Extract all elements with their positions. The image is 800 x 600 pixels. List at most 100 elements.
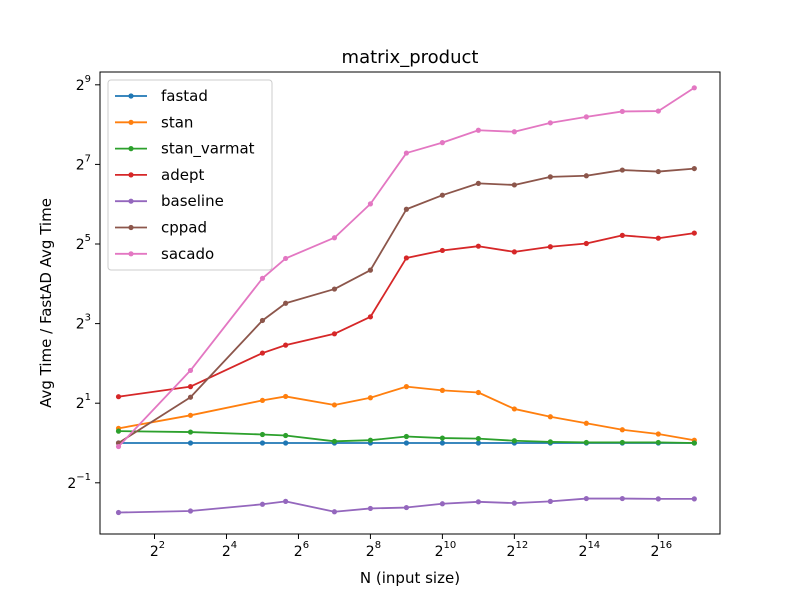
y-tick-label-base: 2: [76, 157, 85, 173]
legend-swatch-marker: [128, 146, 134, 152]
series-baseline: [115, 495, 697, 516]
data-point: [655, 431, 661, 437]
data-point: [439, 387, 445, 393]
data-point: [115, 509, 122, 516]
data-point: [331, 438, 338, 444]
data-point: [331, 509, 338, 515]
chart-title: matrix_product: [342, 47, 479, 68]
data-point: [475, 180, 481, 186]
data-point: [187, 440, 194, 446]
x-tick-label: 24: [222, 540, 237, 560]
data-point: [283, 342, 289, 348]
data-point: [511, 129, 517, 135]
legend-item: baseline: [115, 192, 224, 210]
data-point: [583, 439, 589, 446]
data-point: [115, 428, 122, 434]
legend-frame: [107, 79, 273, 271]
data-point: [619, 427, 625, 433]
data-point: [439, 501, 445, 507]
data-point: [259, 397, 266, 404]
data-point: [403, 433, 410, 440]
data-point: [511, 406, 517, 412]
data-point: [511, 438, 517, 444]
data-point: [283, 498, 289, 504]
data-point: [331, 331, 338, 337]
data-point: [547, 498, 553, 504]
data-point: [115, 443, 122, 450]
y-tick-label-exp: 5: [85, 233, 91, 244]
legend-swatch-marker: [128, 93, 134, 99]
y-tick-label-exp: 9: [85, 74, 91, 85]
y-tick-label-base: 2: [76, 237, 85, 253]
y-tick-label-base: 2: [67, 476, 76, 492]
y-tick-label: 2−1: [67, 472, 91, 492]
data-point: [403, 150, 410, 156]
legend-swatch-marker: [128, 198, 134, 204]
data-point: [283, 440, 289, 446]
data-point: [259, 350, 266, 356]
data-point: [583, 114, 589, 120]
legend-label: stan_varmat: [161, 140, 255, 159]
legend-swatch-marker: [128, 119, 134, 125]
data-point: [403, 206, 410, 212]
data-point: [583, 420, 589, 426]
y-tick-label: 21: [76, 392, 91, 412]
x-tick-label: 214: [579, 540, 601, 560]
x-tick-label-base: 2: [507, 544, 516, 560]
data-point: [547, 120, 553, 126]
data-point: [403, 255, 410, 261]
legend-label: sacado: [161, 245, 214, 263]
series-adept: [115, 230, 697, 400]
data-point: [115, 394, 122, 400]
data-point: [583, 173, 589, 179]
series-layer: [115, 85, 697, 516]
data-point: [655, 439, 661, 446]
data-point: [511, 182, 517, 188]
data-point: [367, 314, 374, 320]
data-point: [283, 255, 289, 262]
y-tick-label-base: 2: [76, 396, 85, 412]
series-sacado: [115, 85, 697, 450]
x-tick-label-exp: 12: [515, 540, 528, 551]
data-point: [283, 300, 289, 306]
data-point: [691, 230, 697, 236]
data-point: [547, 439, 553, 445]
x-axis-label: N (input size): [360, 569, 460, 587]
data-point: [619, 495, 625, 502]
data-point: [367, 437, 374, 443]
data-point: [547, 414, 553, 420]
legend-label: cppad: [161, 219, 207, 237]
data-point: [547, 244, 553, 250]
y-tick-label: 23: [76, 313, 91, 333]
data-point: [259, 440, 266, 446]
x-tick-label-exp: 2: [159, 540, 165, 551]
x-tick-label-base: 2: [150, 544, 159, 560]
data-point: [475, 440, 481, 446]
x-tick-label: 212: [507, 540, 529, 560]
y-tick-label: 27: [76, 153, 91, 173]
data-point: [655, 496, 661, 502]
data-point: [475, 435, 481, 442]
data-point: [439, 440, 445, 446]
x-tick-label-exp: 14: [587, 540, 600, 551]
data-point: [655, 235, 661, 241]
y-tick-label-exp: 7: [85, 153, 91, 164]
legend-item: sacado: [115, 245, 214, 263]
data-point: [511, 249, 517, 255]
data-point: [547, 174, 553, 180]
y-tick-label-exp: 1: [85, 392, 91, 403]
x-axis: 22 24 26 28 210 212 214 216: [150, 534, 672, 560]
data-point: [691, 165, 697, 172]
data-point: [283, 432, 289, 439]
plot-frame: [99, 71, 721, 535]
x-tick-label-base: 2: [579, 544, 588, 560]
data-point: [439, 192, 445, 198]
data-point: [475, 243, 481, 249]
data-point: [367, 395, 374, 401]
x-tick-label-exp: 4: [231, 540, 237, 551]
data-point: [439, 247, 445, 254]
x-tick-label-base: 2: [366, 544, 375, 560]
data-point: [655, 168, 661, 175]
